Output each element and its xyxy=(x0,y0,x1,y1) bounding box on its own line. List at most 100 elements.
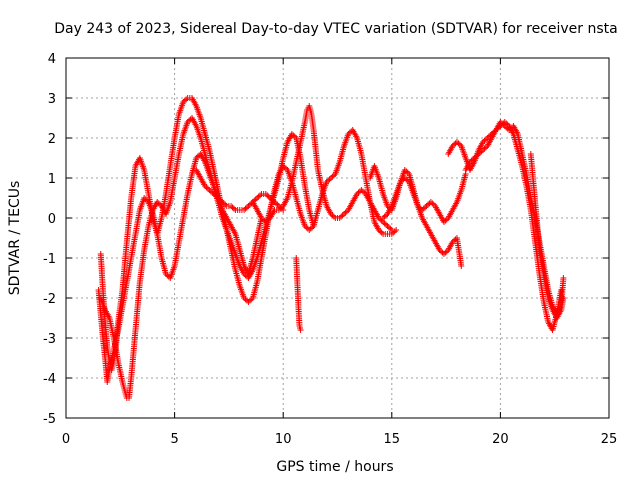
data-point xyxy=(280,207,287,213)
data-point xyxy=(506,127,513,133)
data-point xyxy=(249,199,256,205)
data-point xyxy=(242,296,249,303)
data-point xyxy=(210,191,217,197)
data-point xyxy=(507,125,514,132)
data-point xyxy=(336,215,343,221)
data-point xyxy=(283,165,290,172)
data-point xyxy=(241,295,248,301)
y-tick-label: 1 xyxy=(48,172,56,187)
data-point xyxy=(477,149,484,156)
data-point xyxy=(246,201,253,208)
data-point xyxy=(290,132,297,139)
data-point xyxy=(481,137,488,144)
series-track-1 xyxy=(97,95,400,373)
data-point xyxy=(215,195,222,201)
data-point xyxy=(181,97,188,104)
data-point xyxy=(481,145,488,152)
data-point xyxy=(427,199,434,205)
data-point xyxy=(228,203,235,209)
data-point xyxy=(204,185,211,192)
data-point xyxy=(297,327,304,333)
data-point xyxy=(330,213,337,220)
data-point xyxy=(264,217,271,224)
data-point xyxy=(390,229,397,236)
data-point xyxy=(327,211,334,217)
data-point xyxy=(401,167,408,173)
data-point xyxy=(259,216,266,223)
data-point xyxy=(498,120,505,127)
data-point xyxy=(455,140,462,147)
data-point xyxy=(355,189,362,196)
data-point xyxy=(310,223,317,229)
data-point xyxy=(387,225,394,232)
data-point xyxy=(478,148,485,155)
data-point xyxy=(325,177,332,184)
data-point xyxy=(222,201,229,208)
data-point xyxy=(560,295,567,301)
series-track-6 xyxy=(293,255,304,333)
data-point xyxy=(442,217,449,224)
y-tick-label: -5 xyxy=(43,412,56,427)
chart-axes: 0 5 10 15 20 25 -5 -4 -3 -2 -1 0 1 2 3 4 xyxy=(43,52,617,447)
data-point xyxy=(380,215,387,221)
data-point xyxy=(220,200,227,207)
data-point xyxy=(255,193,262,200)
data-point xyxy=(267,195,274,201)
data-point xyxy=(419,207,426,213)
data-point xyxy=(207,188,214,195)
series-track-5 xyxy=(193,167,287,213)
data-point xyxy=(451,141,458,148)
data-point xyxy=(401,175,408,181)
data-point xyxy=(327,175,334,181)
data-point xyxy=(262,191,269,197)
data-point xyxy=(186,117,193,124)
data-point xyxy=(180,99,187,105)
data-point xyxy=(202,183,209,189)
y-tick-label: 4 xyxy=(48,52,56,67)
data-point xyxy=(429,200,436,207)
data-point xyxy=(245,203,252,209)
data-point xyxy=(560,275,567,281)
data-point xyxy=(466,159,473,165)
data-point xyxy=(194,153,201,160)
data-point xyxy=(162,271,169,277)
data-point xyxy=(141,195,148,201)
data-point xyxy=(388,227,395,233)
data-point xyxy=(303,224,310,231)
series-track-8 xyxy=(380,171,469,225)
data-point xyxy=(403,176,410,183)
data-point xyxy=(440,251,447,257)
data-point xyxy=(474,152,481,159)
x-tick-label: 0 xyxy=(62,432,70,447)
y-tick-label: -4 xyxy=(43,372,56,387)
data-point xyxy=(274,201,281,208)
data-point xyxy=(183,96,190,103)
data-point xyxy=(229,204,236,211)
data-point xyxy=(497,119,504,125)
data-point xyxy=(375,227,382,233)
data-point xyxy=(472,153,479,160)
data-point xyxy=(155,200,162,207)
data-point xyxy=(558,287,565,293)
data-point xyxy=(230,205,237,212)
data-point xyxy=(404,169,411,176)
y-tick-label: -3 xyxy=(43,332,56,347)
data-point xyxy=(440,219,447,225)
data-point xyxy=(241,207,248,213)
data-point xyxy=(246,297,253,304)
data-point xyxy=(385,224,392,231)
data-point xyxy=(330,172,337,179)
data-point xyxy=(469,156,476,163)
data-point xyxy=(436,247,443,253)
data-point xyxy=(397,179,404,185)
data-point xyxy=(212,192,219,199)
data-point xyxy=(184,119,191,125)
data-point xyxy=(219,199,226,205)
data-point xyxy=(206,187,213,193)
data-point xyxy=(354,191,361,197)
data-point xyxy=(449,143,456,149)
data-point xyxy=(503,124,510,131)
data-point xyxy=(342,209,349,216)
data-point xyxy=(288,131,295,137)
y-tick-label: 2 xyxy=(48,132,56,147)
